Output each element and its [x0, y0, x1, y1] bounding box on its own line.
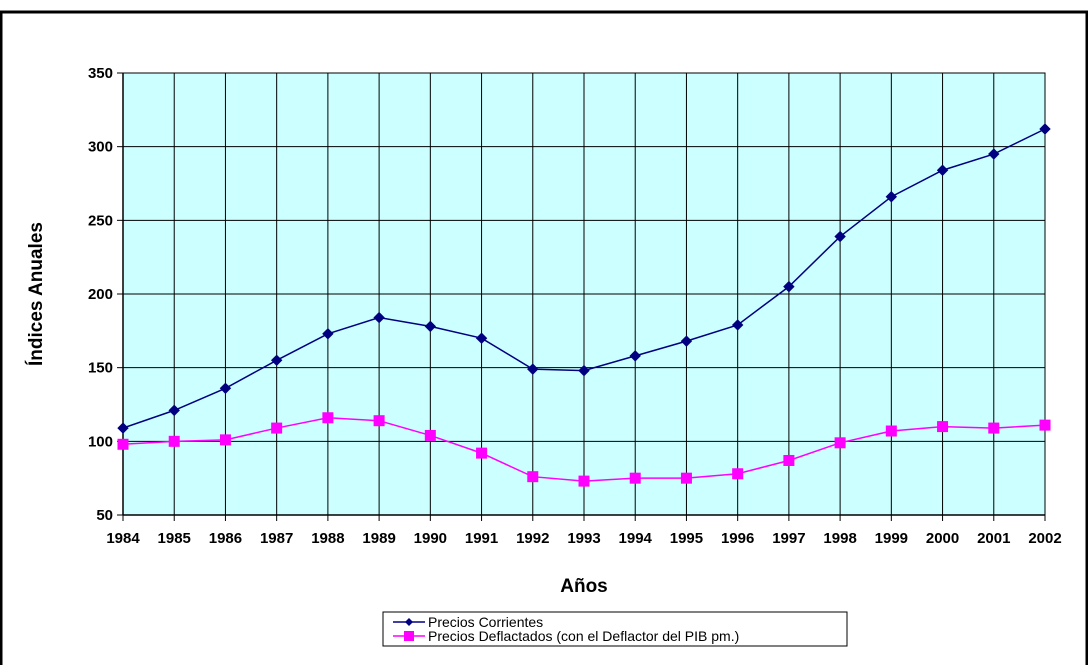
- data-point: [629, 472, 641, 484]
- data-point: [322, 328, 334, 340]
- series: [117, 123, 1051, 487]
- x-tick-label: 1989: [362, 530, 395, 547]
- legend: Precios Corrientes Precios Deflactados (…: [382, 611, 848, 647]
- x-tick-label: 1997: [772, 530, 805, 547]
- x-tick-label: 1993: [567, 530, 600, 547]
- y-tick-label: 100: [88, 433, 113, 450]
- x-tick-label: 2000: [926, 530, 959, 547]
- data-point: [322, 412, 334, 424]
- legend-label: Precios Deflactados (con el Deflactor de…: [428, 628, 739, 644]
- y-axis-title: Índices Anuales: [25, 222, 47, 366]
- data-point: [373, 415, 385, 427]
- x-tick-label: 1987: [260, 530, 293, 547]
- data-point: [578, 475, 590, 487]
- data-point: [783, 454, 795, 466]
- legend-marker-diamond: [405, 618, 413, 626]
- x-tick-label: 1984: [106, 530, 140, 547]
- data-point: [629, 350, 641, 362]
- x-tick-label: 2001: [977, 530, 1010, 547]
- x-tick-label: 1991: [465, 530, 498, 547]
- data-point: [885, 425, 897, 437]
- data-point: [988, 148, 1000, 160]
- data-point: [988, 422, 1000, 434]
- data-point: [680, 472, 692, 484]
- data-point: [1039, 123, 1051, 135]
- data-point: [731, 319, 744, 331]
- x-tick-label: 1998: [823, 530, 856, 547]
- data-point: [373, 311, 385, 324]
- series-1: [117, 412, 1051, 487]
- data-point: [680, 335, 693, 347]
- data-point: [476, 447, 488, 459]
- legend-entry-precios-corrientes: Precios Corrientes: [393, 614, 543, 630]
- data-point: [834, 230, 846, 243]
- data-point: [117, 422, 129, 434]
- x-tick-label: 1988: [311, 530, 344, 547]
- data-point: [270, 354, 283, 367]
- x-tick-label: 1999: [875, 530, 908, 547]
- data-point: [527, 363, 539, 375]
- x-tick-label: 1992: [516, 530, 549, 547]
- series-0: [117, 123, 1051, 434]
- x-tick-label: 1985: [158, 530, 191, 547]
- y-tick-label: 300: [88, 139, 113, 156]
- x-tick-label: 1995: [670, 530, 703, 547]
- data-point: [424, 320, 437, 333]
- data-point: [117, 438, 129, 450]
- x-tick-label: 1986: [209, 530, 242, 547]
- data-point: [219, 382, 232, 395]
- legend-entry-precios-deflactados: Precios Deflactados (con el Deflactor de…: [393, 628, 739, 644]
- y-tick-label: 200: [88, 286, 113, 303]
- legend-label: Precios Corrientes: [428, 614, 543, 630]
- x-axis-title: Años: [560, 576, 608, 597]
- y-tick-label: 150: [88, 360, 113, 377]
- data-point: [527, 471, 539, 483]
- data-point: [783, 280, 795, 293]
- data-point: [271, 422, 283, 434]
- data-point: [424, 429, 436, 441]
- y-tick-labels: 50 100 150 200 250 300 350: [88, 65, 113, 524]
- legend-marker-square: [404, 631, 414, 641]
- y-tick-label: 350: [88, 65, 113, 82]
- data-point: [475, 332, 488, 344]
- x-tick-label: 1990: [414, 530, 447, 547]
- gridlines: [122, 72, 1046, 516]
- y-tick-label: 250: [88, 212, 113, 229]
- data-point: [168, 435, 180, 447]
- data-point: [1039, 419, 1051, 431]
- y-tick-label: 50: [96, 507, 113, 524]
- data-point: [219, 434, 231, 446]
- data-point: [936, 164, 949, 176]
- data-point: [834, 437, 846, 449]
- legend-box: [382, 611, 848, 647]
- x-tick-label: 1996: [721, 530, 754, 547]
- x-tick-label: 2002: [1028, 530, 1061, 547]
- data-point: [732, 468, 744, 480]
- x-tick-labels: 1984 1985 1986 1987 1988 1989 1990 1991 1992 1993…: [106, 530, 1061, 547]
- x-tick-label: 1994: [619, 530, 653, 547]
- data-point: [885, 191, 898, 203]
- data-point: [578, 364, 590, 377]
- data-point: [937, 421, 949, 433]
- data-point: [168, 404, 180, 417]
